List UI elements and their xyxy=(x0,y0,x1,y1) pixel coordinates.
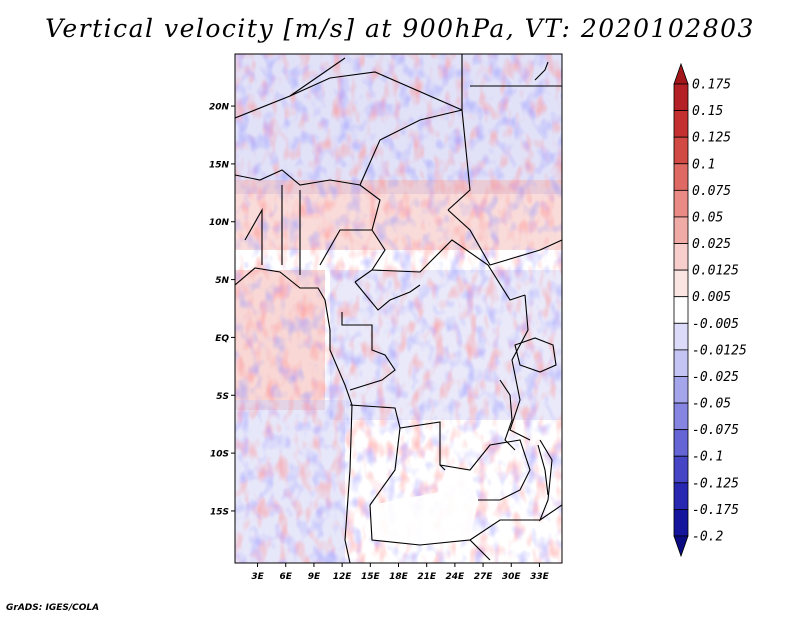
colorbar-label: -0.175 xyxy=(692,503,739,518)
colorbar-label: 0.05 xyxy=(692,210,723,225)
y-tick-label: 20N xyxy=(209,103,230,113)
field-noise xyxy=(235,54,562,563)
border-mozambique xyxy=(538,439,562,522)
colorbar: 0.175 0.15 0.125 0.1 0.075 0.05 0.025 0.0125 0.0… xyxy=(673,62,747,558)
y-tick-label: 10N xyxy=(209,218,230,228)
colorbar-segment xyxy=(673,163,689,191)
colorbar-segment xyxy=(673,322,689,351)
x-tick-label: 30E xyxy=(502,572,522,582)
border-angola xyxy=(349,404,446,506)
border-west-africa xyxy=(244,185,301,275)
border-sahel xyxy=(235,169,381,231)
y-tick-label: 15S xyxy=(210,507,229,517)
colorbar-segment xyxy=(673,189,689,218)
colorbar-segment xyxy=(673,216,689,244)
border-south xyxy=(369,504,540,561)
x-tick-label: 15E xyxy=(361,572,381,582)
y-tick-label: EQ xyxy=(215,334,229,344)
colorbar-label: -0.0125 xyxy=(692,343,747,358)
x-tick-label: 6E xyxy=(280,572,293,582)
colorbar-segment xyxy=(673,349,689,377)
border-zambia xyxy=(439,439,531,501)
border-congo-2 xyxy=(341,312,396,391)
colorbar-segment xyxy=(673,296,689,324)
y-tick-label: 15N xyxy=(209,160,230,170)
x-tick-label: 12E xyxy=(333,572,353,582)
colorbar-label: 0.125 xyxy=(692,131,731,146)
colorbar-label: -0.05 xyxy=(692,397,731,412)
colorbar-label: 0.075 xyxy=(692,184,731,199)
field-dry-area xyxy=(370,470,478,545)
border-niger-chad xyxy=(359,109,463,186)
grads-credit: GrADS: IGES/COLA xyxy=(6,603,100,613)
coast-red-sea xyxy=(534,61,549,81)
colorbar-segment xyxy=(673,509,689,537)
x-tick-label: 21E xyxy=(417,572,437,582)
colorbar-segment xyxy=(673,482,689,510)
y-axis: 20N 15N 10N 5N EQ 5S 10S 15S xyxy=(209,103,235,517)
colorbar-segment xyxy=(673,402,689,431)
colorbar-segment xyxy=(673,136,689,165)
colorbar-label: -0.1 xyxy=(692,450,723,465)
colorbar-label: 0.15 xyxy=(692,104,723,119)
colorbar-label: -0.005 xyxy=(692,317,739,332)
colorbar-label: -0.2 xyxy=(692,530,723,545)
border-north-2 xyxy=(289,71,463,111)
x-tick-label: 9E xyxy=(308,572,321,582)
border-congo-1 xyxy=(354,281,421,311)
x-axis: 3E 6E 9E 12E 15E 18E 21E 24E 27E 30E 33E xyxy=(251,563,550,582)
x-tick-label: 27E xyxy=(474,572,494,582)
border-north-3 xyxy=(447,54,471,211)
x-tick-label: 3E xyxy=(251,572,264,582)
x-tick-label: 24E xyxy=(446,572,466,582)
border-car-sudan xyxy=(371,239,526,301)
colorbar-segment xyxy=(673,429,689,457)
country-borders xyxy=(235,54,562,563)
colorbar-label: 0.175 xyxy=(692,78,731,93)
colorbar-label: 0.1 xyxy=(692,157,715,172)
y-tick-label: 5S xyxy=(216,392,229,402)
vertical-velocity-field xyxy=(235,54,562,563)
x-tick-label: 33E xyxy=(530,572,550,582)
x-tick-label: 18E xyxy=(389,572,409,582)
colorbar-label: -0.125 xyxy=(692,476,739,491)
colorbar-segment xyxy=(673,110,689,138)
y-tick-label: 5N xyxy=(215,276,229,286)
border-nigeria xyxy=(319,229,386,283)
border-sudan-south xyxy=(447,209,562,266)
colorbar-label: -0.075 xyxy=(692,423,739,438)
colorbar-min-arrow xyxy=(673,535,689,558)
colorbar-label: 0.025 xyxy=(692,237,731,252)
lake-malawi xyxy=(537,444,549,496)
colorbar-segment xyxy=(673,243,689,271)
lake-tanganyika xyxy=(499,379,516,451)
colorbar-segment xyxy=(673,269,689,298)
colorbar-label: 0.0125 xyxy=(692,264,739,279)
colorbar-segment xyxy=(673,455,689,484)
colorbar-segment xyxy=(673,376,689,404)
colorbar-max-arrow xyxy=(673,62,689,85)
y-tick-label: 10S xyxy=(210,450,229,460)
chart-title: Vertical velocity [m/s] at 900hPa, VT: 2… xyxy=(45,14,755,43)
colorbar-label: 0.005 xyxy=(692,290,731,305)
colorbar-label: -0.025 xyxy=(692,370,739,385)
lake-victoria xyxy=(514,337,557,373)
coast-atlantic xyxy=(235,267,353,563)
border-drc-east xyxy=(509,294,531,441)
colorbar-segment xyxy=(673,83,689,111)
